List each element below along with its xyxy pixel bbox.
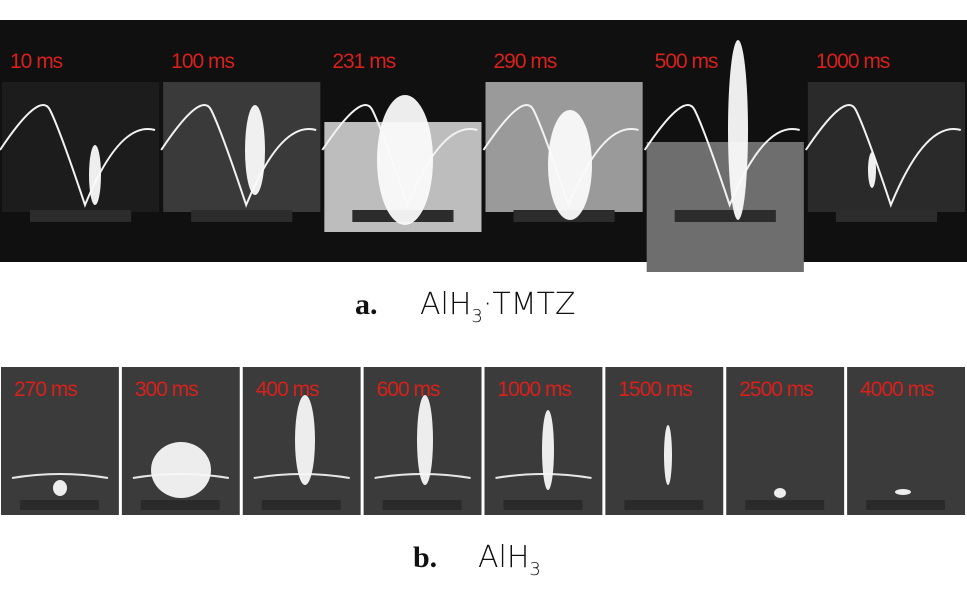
stand [674, 210, 776, 222]
flame [774, 488, 786, 498]
stand [745, 500, 825, 510]
time-label: 100 ms [171, 50, 234, 73]
time-label: 10 ms [10, 50, 63, 73]
stand [30, 210, 132, 222]
formula-suffix: ·TMTZ [483, 287, 576, 322]
caption-text: AlH3·TMTZ [420, 287, 576, 327]
time-label: 290 ms [494, 50, 557, 73]
panel-b-frames: 270 ms 300 ms 400 ms 600 ms 1000 ms 1500 ms 25… [1, 367, 965, 515]
wire [805, 104, 962, 208]
stand [866, 500, 945, 510]
stand [20, 500, 99, 510]
time-label: 1000 ms [498, 378, 572, 401]
flame [89, 145, 101, 205]
wire [160, 104, 317, 208]
time-label: 1500 ms [618, 378, 692, 401]
time-label: 500 ms [655, 50, 718, 73]
time-label: 231 ms [332, 50, 395, 73]
stand [624, 500, 704, 510]
time-label: 300 ms [135, 378, 198, 401]
flame [295, 395, 315, 485]
formula: AlH [420, 287, 471, 322]
stand [140, 500, 220, 510]
flame [895, 489, 911, 495]
time-label: 1000 ms [816, 50, 890, 73]
flame [664, 425, 672, 485]
wire [11, 473, 109, 479]
flame [53, 480, 67, 496]
stand [503, 500, 583, 510]
flame [417, 395, 433, 485]
time-label: 400 ms [256, 378, 319, 401]
caption-label: b. [413, 541, 437, 574]
flame [868, 152, 876, 188]
time-label: 2500 ms [739, 378, 813, 401]
frame [605, 367, 724, 515]
wire [482, 104, 639, 208]
stand [382, 500, 462, 510]
flame [542, 410, 554, 490]
background-box [646, 142, 804, 272]
stand [835, 210, 937, 222]
formula: AlH [478, 540, 529, 575]
subscript: 3 [471, 306, 482, 327]
time-label: 600 ms [377, 378, 440, 401]
wire [643, 104, 800, 208]
flame [151, 442, 211, 498]
flame [245, 105, 265, 195]
panel-a-frames: 10 ms 100 ms 231 ms 290 ms 500 ms 1000 ms [0, 20, 967, 272]
caption-label: a. [355, 288, 378, 321]
frame [726, 367, 845, 515]
subscript: 3 [529, 559, 540, 580]
flame [548, 110, 592, 220]
caption-text: AlH3 [478, 540, 541, 580]
flame [728, 40, 748, 220]
flame [377, 95, 433, 225]
wire [0, 104, 156, 208]
time-label: 270 ms [14, 378, 77, 401]
time-label: 4000 ms [860, 378, 934, 401]
stand [191, 210, 293, 222]
stand [261, 500, 341, 510]
